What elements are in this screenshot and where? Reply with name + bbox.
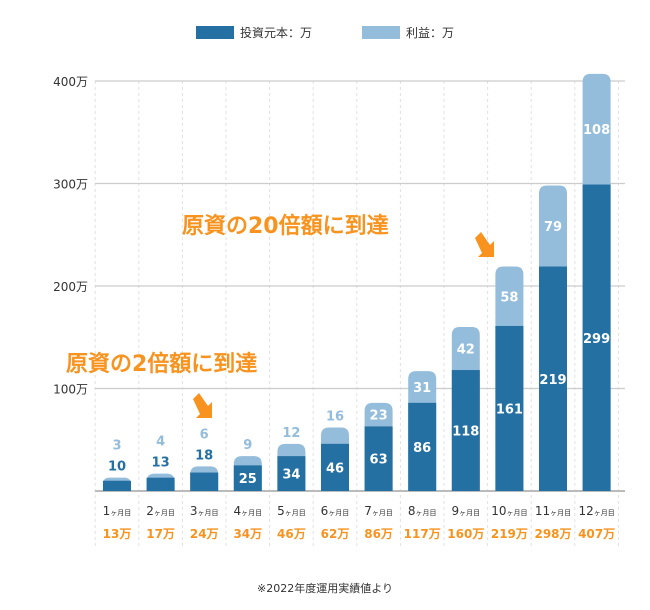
x-tick-label: 9ヶ月目 bbox=[451, 504, 480, 518]
profit-value-label: 9 bbox=[243, 438, 252, 453]
principal-value-label: 161 bbox=[496, 402, 523, 417]
total-value-label: 34万 bbox=[233, 527, 262, 541]
principal-value-label: 25 bbox=[239, 472, 257, 487]
y-tick-label: 200万 bbox=[53, 280, 88, 294]
principal-value-label: 299 bbox=[583, 332, 610, 347]
principal-value-label: 46 bbox=[326, 461, 344, 476]
total-value-label: 117万 bbox=[404, 527, 441, 541]
arrow-icon bbox=[475, 232, 494, 257]
total-value-label: 13万 bbox=[103, 527, 132, 541]
bar-principal bbox=[582, 184, 611, 491]
x-tick-label: 1ヶ月目 bbox=[103, 504, 132, 518]
profit-value-label: 23 bbox=[370, 409, 388, 424]
bar-principal bbox=[539, 266, 567, 491]
footer-note: ※2022年度運用実績値より bbox=[257, 582, 393, 595]
x-tick-label: 6ヶ月目 bbox=[321, 504, 350, 518]
total-value-label: 17万 bbox=[146, 527, 175, 541]
total-value-label: 160万 bbox=[447, 527, 484, 541]
total-value-label: 86万 bbox=[364, 527, 393, 541]
profit-value-label: 31 bbox=[413, 381, 431, 396]
annotation-2x: 原資の2倍額に到達 bbox=[66, 352, 258, 377]
principal-value-label: 10 bbox=[108, 460, 126, 475]
total-value-label: 219万 bbox=[491, 527, 528, 541]
y-tick-label: 400万 bbox=[53, 75, 88, 89]
bar-principal bbox=[277, 456, 306, 491]
principal-value-label: 18 bbox=[195, 448, 213, 463]
principal-value-label: 219 bbox=[539, 373, 566, 388]
x-tick-label: 11ヶ月目 bbox=[535, 504, 571, 518]
principal-value-label: 34 bbox=[282, 468, 300, 483]
profit-value-label: 3 bbox=[112, 439, 121, 454]
x-tick-label: 8ヶ月目 bbox=[408, 504, 437, 518]
legend-item-principal: 投資元本：万 bbox=[195, 24, 312, 41]
profit-value-label: 108 bbox=[583, 123, 610, 138]
legend: 投資元本：万 利益：万 bbox=[0, 24, 650, 41]
profit-value-label: 42 bbox=[457, 343, 475, 358]
total-value-label: 24万 bbox=[190, 527, 219, 541]
bar-principal bbox=[146, 477, 175, 491]
profit-value-label: 79 bbox=[544, 220, 562, 235]
principal-value-label: 118 bbox=[452, 425, 479, 440]
principal-value-label: 63 bbox=[370, 453, 388, 468]
x-tick-label: 5ヶ月目 bbox=[277, 504, 306, 518]
profit-value-label: 4 bbox=[156, 435, 165, 450]
annotation-20x: 原資の20倍額に到達 bbox=[182, 214, 389, 239]
total-value-label: 407万 bbox=[578, 527, 615, 541]
bar-principal bbox=[321, 443, 349, 491]
bar-principal bbox=[408, 402, 437, 491]
total-value-label: 46万 bbox=[277, 527, 306, 541]
bar-principal bbox=[103, 480, 131, 491]
legend-item-profit: 利益：万 bbox=[362, 24, 454, 41]
total-value-label: 62万 bbox=[321, 527, 350, 541]
bar-principal bbox=[364, 426, 393, 491]
legend-swatch-profit bbox=[362, 26, 400, 39]
profit-value-label: 58 bbox=[500, 290, 518, 305]
legend-label-profit: 利益：万 bbox=[406, 26, 455, 40]
x-tick-label: 2ヶ月目 bbox=[146, 504, 175, 518]
bar-principal bbox=[451, 370, 480, 491]
x-tick-label: 4ヶ月目 bbox=[233, 504, 262, 518]
principal-value-label: 86 bbox=[413, 441, 431, 456]
legend-swatch-principal bbox=[195, 26, 234, 39]
legend-label-principal: 投資元本：万 bbox=[239, 26, 312, 40]
x-tick-label: 12ヶ月目 bbox=[578, 504, 614, 518]
profit-value-label: 16 bbox=[326, 409, 344, 424]
total-value-label: 298万 bbox=[534, 527, 571, 541]
bar-principal bbox=[495, 325, 524, 491]
x-tick-label: 10ヶ月目 bbox=[491, 504, 527, 518]
profit-value-label: 12 bbox=[282, 426, 300, 441]
bar-principal bbox=[190, 472, 219, 491]
arrow-icon bbox=[193, 393, 212, 418]
y-tick-label: 300万 bbox=[53, 178, 88, 192]
x-tick-label: 3ヶ月目 bbox=[190, 504, 219, 518]
principal-value-label: 13 bbox=[152, 456, 170, 471]
y-tick-label: 100万 bbox=[53, 383, 88, 397]
profit-value-label: 6 bbox=[200, 427, 209, 442]
x-tick-label: 7ヶ月目 bbox=[364, 504, 393, 518]
bar-principal bbox=[233, 465, 262, 491]
